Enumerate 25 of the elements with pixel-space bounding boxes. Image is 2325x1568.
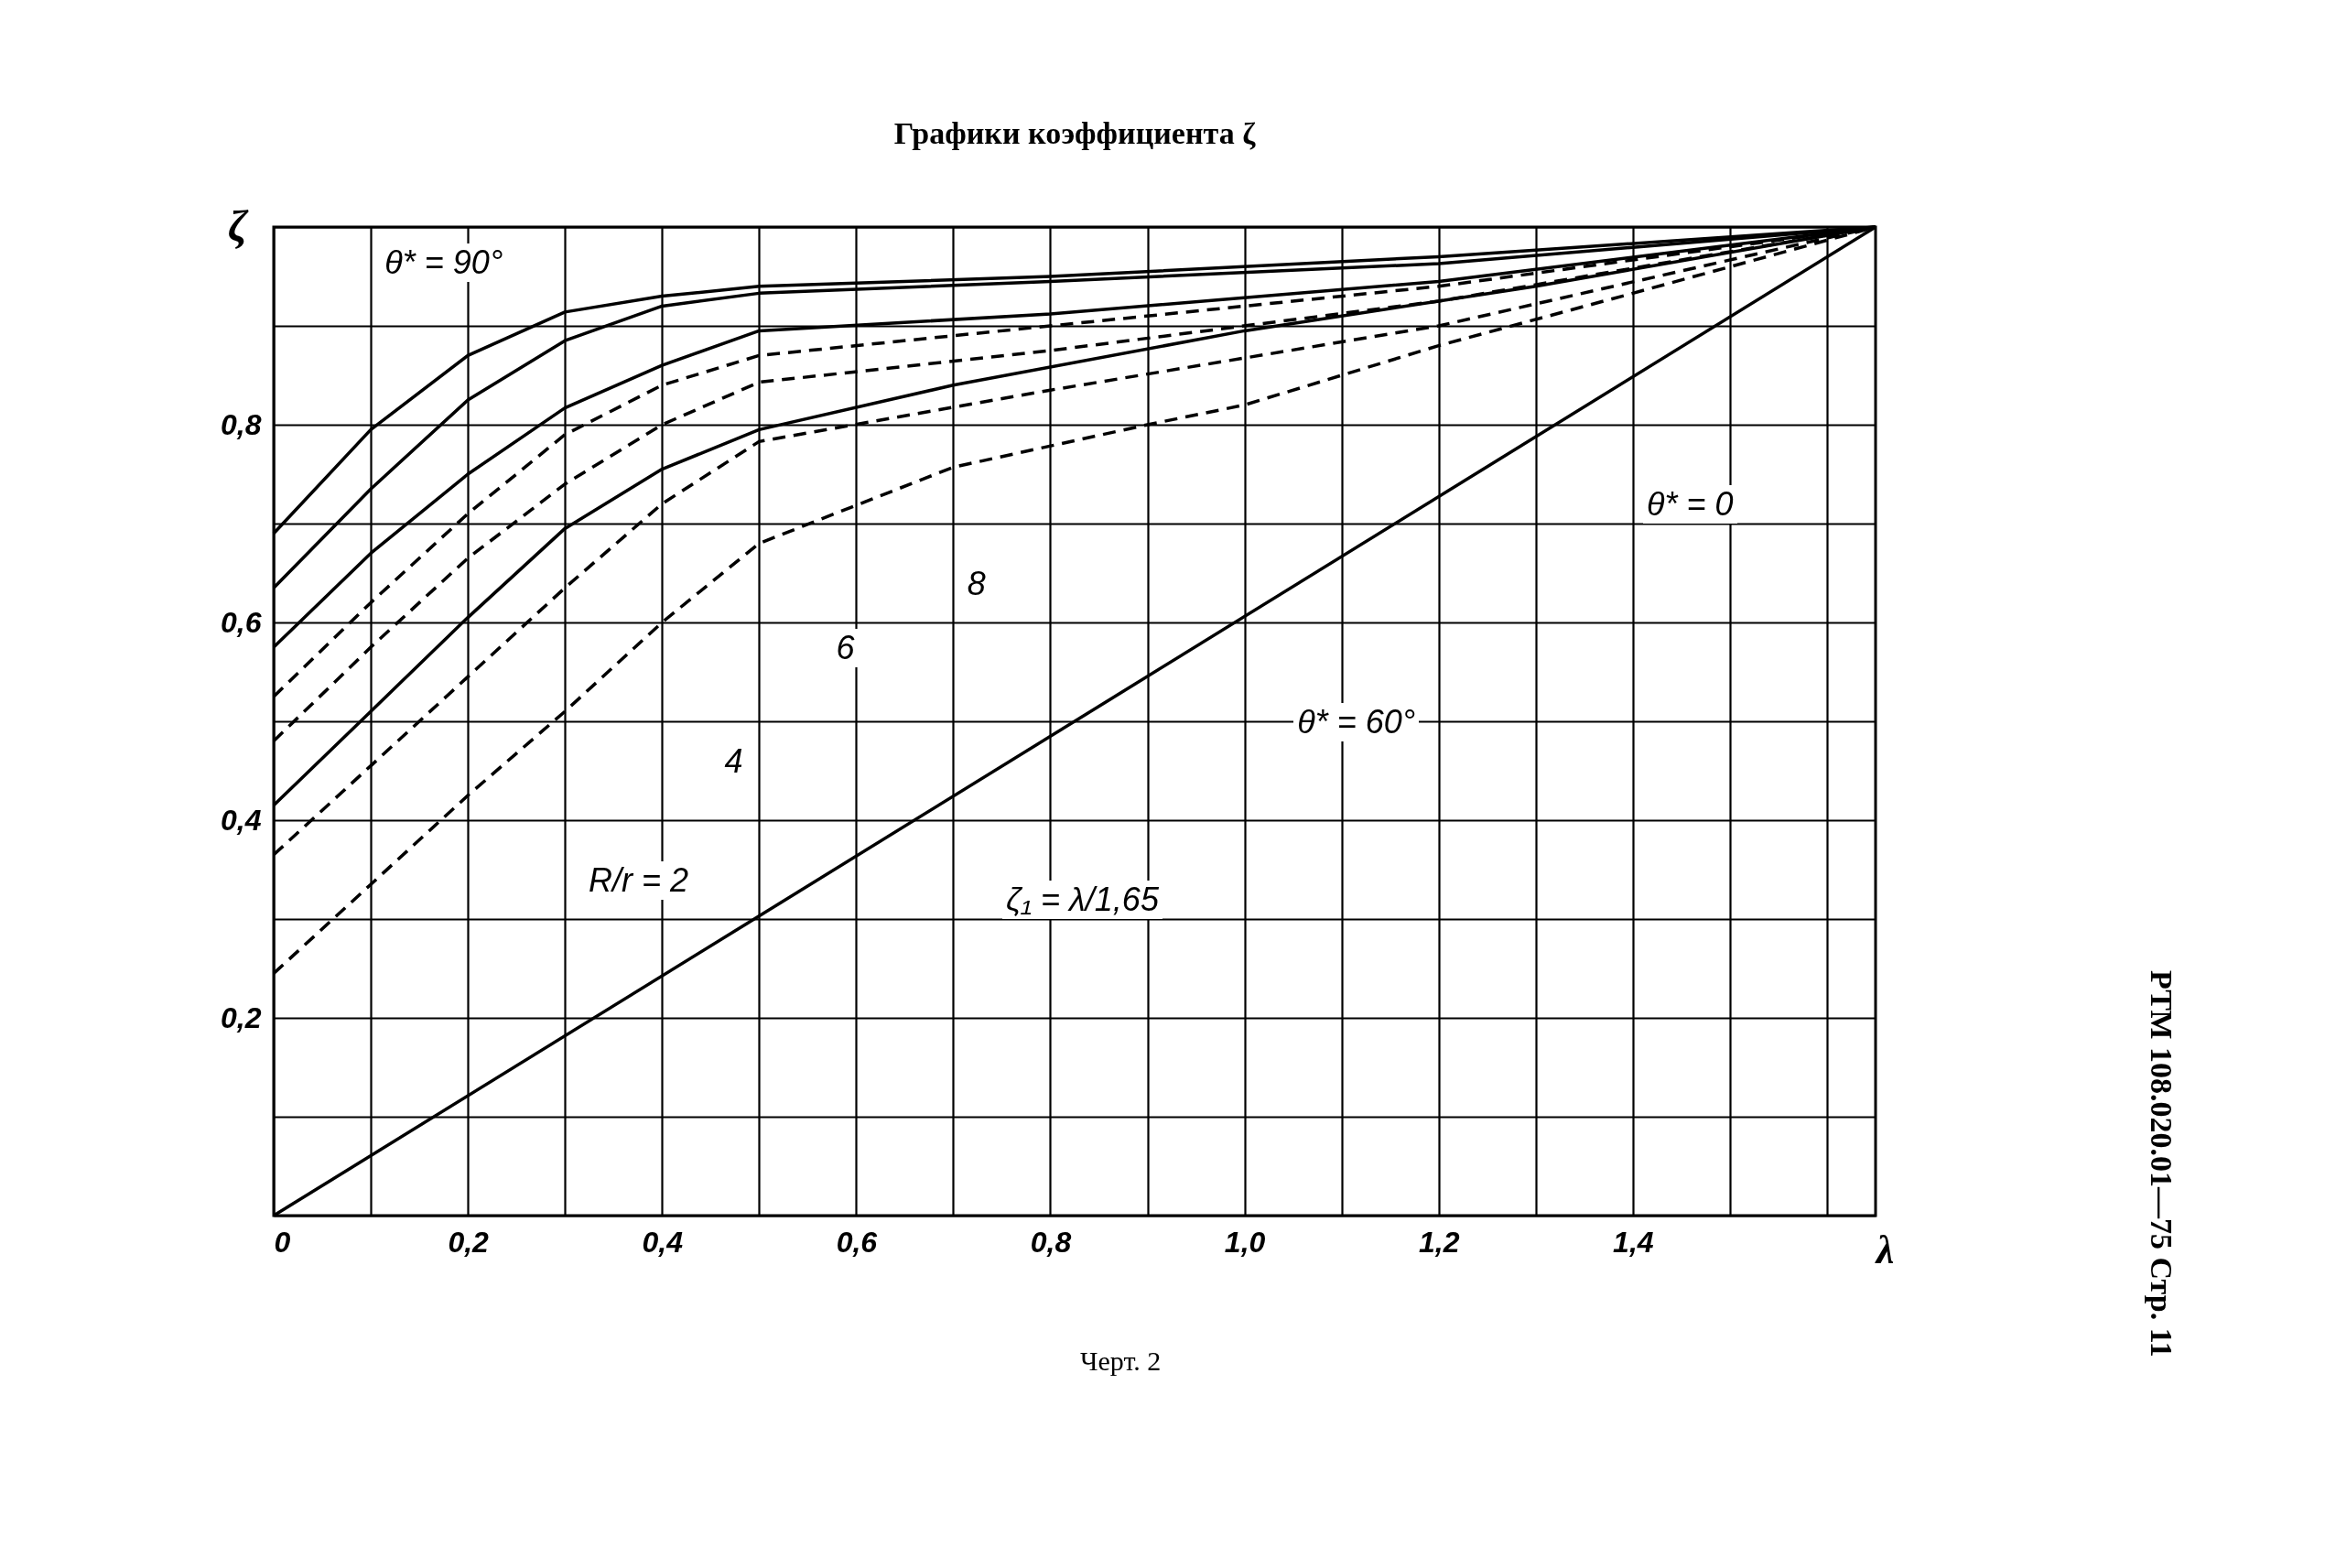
x-tick-label: 1,2 (1418, 1225, 1460, 1259)
annotation: 8 (963, 564, 989, 603)
x-tick-label: 0,2 (448, 1225, 490, 1259)
x-tick-label: 0,6 (836, 1225, 878, 1259)
y-tick-label: 0,4 (221, 803, 262, 837)
text: РТМ 108.020.01—75 Стр. 11 (2144, 970, 2179, 1357)
annotation: 4 (720, 742, 747, 781)
annotation: 6 (832, 628, 859, 667)
annotation: θ* = 0 (1643, 485, 1737, 524)
text: Черт. 2 (1080, 1346, 1162, 1377)
x-tick-label: 1,4 (1613, 1225, 1654, 1259)
annotation: θ* = 60° (1293, 702, 1420, 741)
y-tick-label: 0,8 (221, 407, 262, 441)
annotation: R/r = 2 (585, 860, 693, 900)
annotation: θ* = 90° (381, 243, 507, 282)
x-tick-label: 0,4 (642, 1225, 684, 1259)
annotation: ζ₁ = λ/1,65 (1002, 881, 1162, 920)
x-axis-title: λ (1874, 1227, 1895, 1272)
x-tick-label: 0,8 (1030, 1225, 1072, 1259)
x-tick-label: 1,0 (1224, 1225, 1266, 1259)
x-tick-label: 0 (274, 1225, 291, 1259)
y-tick-label: 0,2 (221, 1000, 262, 1034)
chart-title: Графики коэффициента ζ (893, 116, 1257, 150)
y-tick-label: 0,6 (221, 605, 262, 639)
y-axis-title: ζ (227, 200, 249, 250)
